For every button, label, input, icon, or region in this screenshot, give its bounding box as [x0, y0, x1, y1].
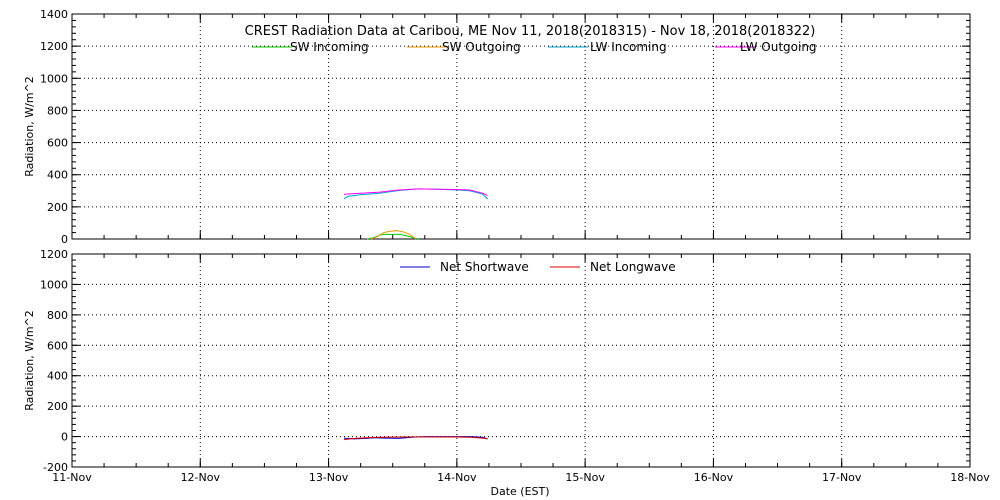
y-axis-label: Radiation, W/m^2	[23, 76, 36, 177]
y-tick-label: 1200	[40, 40, 68, 53]
y-tick-label: 600	[47, 137, 68, 150]
x-tick-label: 14-Nov	[437, 471, 477, 484]
x-tick-label: 11-Nov	[52, 471, 92, 484]
series-line-lw-outgoing	[343, 188, 488, 197]
legend-label: Net Longwave	[590, 260, 676, 274]
series-line-lw-incoming	[343, 188, 488, 200]
x-tick-label: 15-Nov	[565, 471, 605, 484]
y-tick-label: 0	[61, 233, 68, 246]
y-tick-label: 800	[47, 104, 68, 117]
panel-2: -200 0 200 400 600 800 1000 1200 11-Nov 12-Nov 13-…	[23, 248, 990, 484]
plot-frame	[71, 253, 971, 468]
y-tick-label: 1000	[40, 278, 68, 291]
series-line-net-longwave	[343, 436, 488, 441]
x-tick-label: 13-Nov	[309, 471, 349, 484]
y-tick-label: 1400	[40, 8, 68, 21]
y-tick-label: 400	[47, 169, 68, 182]
y-axis-label: Radiation, W/m^2	[23, 310, 36, 411]
y-tick-label: -200	[43, 461, 68, 474]
x-tick-label: 17-Nov	[822, 471, 862, 484]
y-tick-label: 1000	[40, 72, 68, 85]
x-tick-label: 12-Nov	[181, 471, 221, 484]
x-tick-label: 16-Nov	[694, 471, 734, 484]
legend-label: LW Incoming	[590, 40, 667, 54]
panel-1: 0 200 400 600 800 1000 1200 1400 Radiation, W/m^…	[23, 8, 971, 246]
y-tick-label: 0	[61, 431, 68, 444]
y-tick-label: 600	[47, 339, 68, 352]
y-tick-label: 200	[47, 201, 68, 214]
legend-label: SW Outgoing	[442, 40, 521, 54]
legend-label: Net Shortwave	[440, 260, 529, 274]
y-tick-label: 400	[47, 370, 68, 383]
legend-label: LW Outgoing	[740, 40, 817, 54]
x-axis-label: Date (EST)	[490, 485, 549, 498]
y-tick-label: 800	[47, 309, 68, 322]
chart-title: CREST Radiation Data at Caribou, ME Nov …	[245, 24, 816, 39]
y-tick-label: 200	[47, 400, 68, 413]
legend-label: SW Incoming	[290, 40, 369, 54]
plot-frame	[71, 13, 971, 240]
series-line-sw-outgoing	[370, 230, 417, 240]
y-tick-label: 1200	[40, 248, 68, 261]
x-tick-label: 18-Nov	[950, 471, 990, 484]
